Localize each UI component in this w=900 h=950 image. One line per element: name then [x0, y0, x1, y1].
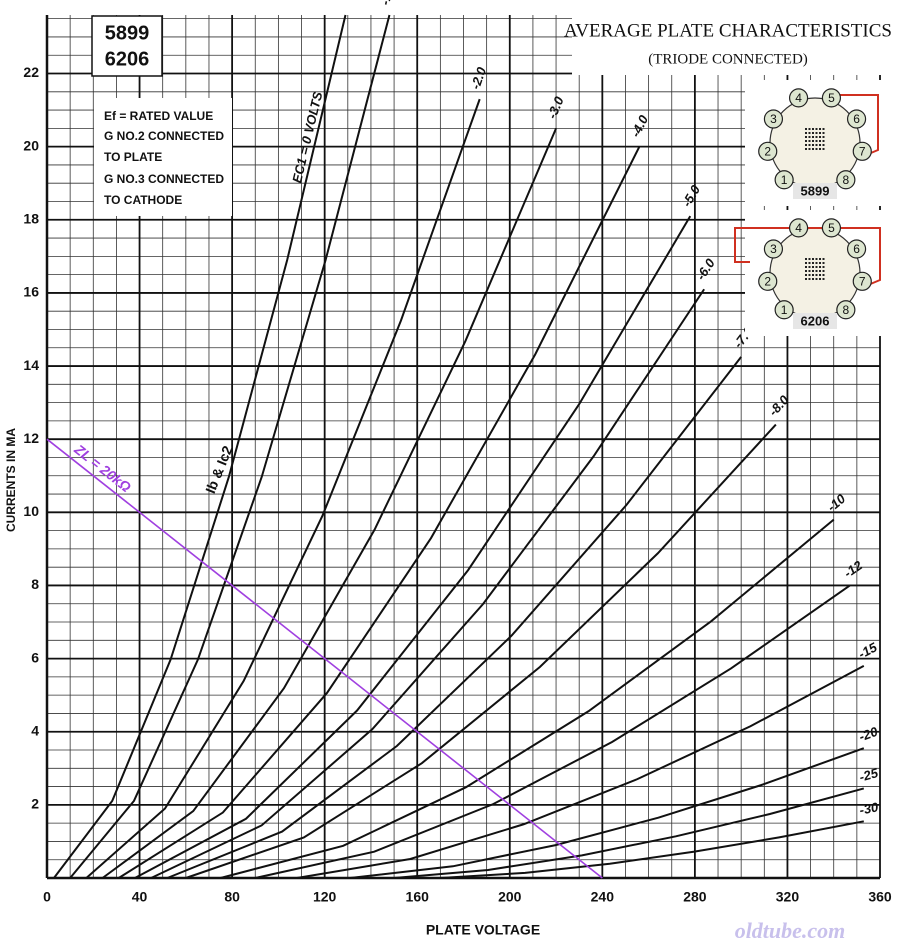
note: G NO.3 CONNECTED	[104, 172, 224, 186]
curve-label: -25	[858, 765, 881, 785]
pin-label: 2	[764, 145, 771, 159]
curve	[296, 665, 865, 879]
pin	[758, 141, 778, 161]
y-tick-label: 10	[23, 503, 39, 519]
pin	[758, 271, 778, 291]
curve	[220, 518, 835, 879]
pin	[788, 218, 809, 238]
note: G NO.2 CONNECTED	[104, 129, 224, 143]
curve-label: -20	[857, 724, 880, 745]
y-tick-label: 14	[23, 357, 39, 373]
note: TO CATHODE	[104, 193, 182, 207]
curve	[393, 787, 865, 879]
curve	[53, 14, 347, 879]
pin	[836, 170, 856, 190]
pin-label: 5	[828, 91, 835, 105]
curves	[46, 14, 865, 879]
pin-label: 6	[853, 242, 860, 256]
pin-label: 8	[843, 303, 850, 317]
diagram-label: 6206	[801, 313, 830, 328]
pin-label: 7	[859, 145, 866, 159]
pin-label: 3	[770, 242, 777, 256]
y-tick-label: 18	[23, 210, 39, 226]
x-tick-label: 40	[132, 889, 148, 905]
y-tick-label: 16	[23, 284, 39, 300]
watermark: oldtube.com	[735, 918, 846, 943]
x-axis-label: PLATE VOLTAGE	[426, 922, 540, 938]
y-tick-label: 2	[31, 796, 39, 812]
pin-label: 2	[764, 275, 771, 289]
curve	[350, 747, 865, 879]
y-tick-label: 20	[23, 137, 39, 153]
note: TO PLATE	[104, 150, 162, 164]
x-tick-label: 280	[683, 889, 707, 905]
pin-label: 6	[853, 112, 860, 126]
pin	[852, 271, 872, 291]
pin	[774, 170, 794, 190]
curve	[101, 127, 557, 879]
curve	[69, 14, 391, 879]
tube-label-bg	[793, 313, 837, 329]
y-axis-label: CURRENTS IN MA	[4, 428, 18, 532]
tube-number: 6206	[105, 48, 150, 70]
pin-label: 5	[828, 221, 835, 235]
pin-label: 1	[781, 173, 788, 187]
curve	[166, 356, 742, 879]
pin-label: 8	[843, 173, 850, 187]
pin	[763, 239, 784, 259]
pin	[774, 300, 794, 320]
curve	[85, 98, 481, 879]
pin-label: 3	[770, 112, 777, 126]
chart-title: AVERAGE PLATE CHARACTERISTICS	[564, 20, 892, 41]
title-box	[572, 15, 884, 75]
chart-subtitle: (TRIODE CONNECTED)	[648, 51, 808, 67]
pin	[763, 109, 784, 129]
overlay: 5899 6206 Ef = RATED VALUE G NO.2 CONNEC…	[4, 15, 892, 943]
pin	[846, 109, 867, 129]
curve-label: -1.0	[377, 0, 397, 7]
y-tick-label: 12	[23, 430, 39, 446]
y-tick-label: 22	[23, 64, 39, 80]
pin	[788, 88, 809, 108]
curve	[185, 423, 777, 879]
grid	[45, 15, 881, 880]
x-tick-label: 0	[43, 889, 51, 905]
x-tick-label: 240	[591, 889, 615, 905]
pin	[846, 239, 867, 259]
curve-label: -30	[858, 799, 880, 817]
pin-label: 4	[795, 91, 802, 105]
pin-label: 4	[795, 221, 802, 235]
x-tick-label: 80	[224, 889, 240, 905]
curve	[440, 820, 864, 879]
y-tick-label: 8	[31, 576, 39, 592]
curve	[255, 584, 851, 879]
pin-label: 1	[781, 303, 788, 317]
x-tick-label: 200	[498, 889, 522, 905]
pin-connection	[840, 94, 879, 156]
curve	[134, 215, 692, 879]
tube-box	[91, 15, 163, 77]
pin	[852, 141, 872, 161]
pin	[821, 88, 842, 108]
pin-label: 7	[859, 275, 866, 289]
note: Ef = RATED VALUE	[104, 109, 213, 123]
x-tick-label: 120	[313, 889, 337, 905]
y-tick-label: 6	[31, 649, 39, 665]
notes-box	[94, 98, 232, 216]
curve	[46, 438, 603, 879]
tube-number: 5899	[105, 22, 150, 44]
tube-label-bg	[793, 183, 837, 199]
x-tick-label: 360	[868, 889, 892, 905]
pin	[836, 300, 856, 320]
diagram-label: 5899	[801, 183, 830, 198]
x-tick-label: 320	[776, 889, 800, 905]
y-tick-label: 4	[31, 722, 39, 738]
curve-label: -2.0	[468, 64, 490, 91]
curve	[118, 146, 641, 879]
curve	[150, 288, 705, 879]
pin	[821, 218, 842, 238]
x-tick-label: 160	[406, 889, 430, 905]
